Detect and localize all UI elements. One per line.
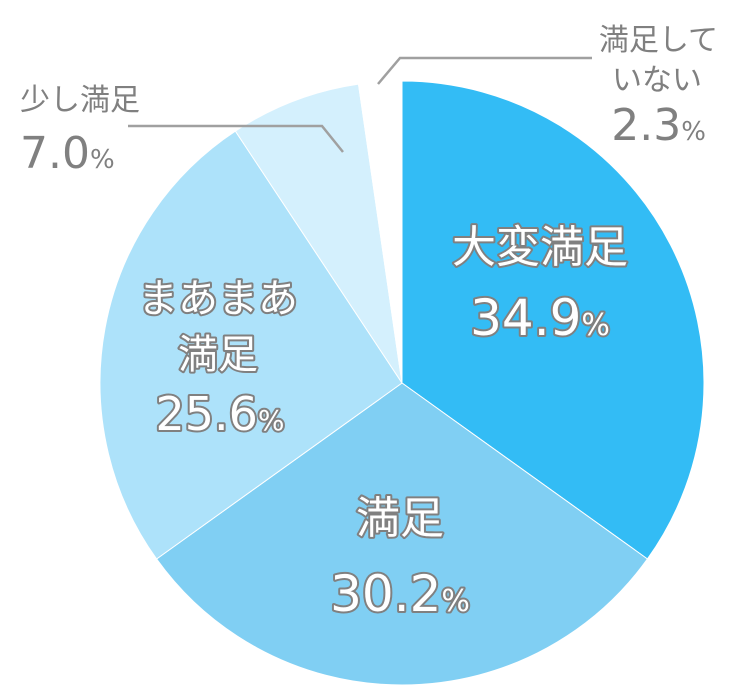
slice-name-line-1: 満足して — [599, 23, 718, 58]
pie-slices — [99, 80, 705, 686]
slice-name-line-2: 満足 — [178, 332, 258, 378]
slice-value: 2.3% — [611, 100, 706, 151]
slice-label-very-satisfied: 大変満足 34.9% — [450, 220, 630, 349]
slice-value: 25.6% — [155, 387, 284, 441]
slice-label-slightly-satisfied: 少し満足 7.0% — [20, 83, 140, 179]
leader-line-unsatisfied — [377, 56, 592, 85]
slice-label-not-satisfied: 満足して いない 2.3% — [599, 23, 718, 151]
slice-value: 7.0% — [20, 128, 115, 179]
slice-label-satisfied: 満足 30.2% — [328, 491, 472, 625]
leader-line-slight — [128, 124, 344, 153]
slice-label-fairly-satisfied: まあまあ 満足 25.6% — [136, 274, 300, 443]
slice-name-line-2: いない — [612, 63, 702, 98]
slice-name: 満足 — [356, 493, 444, 544]
pie-slice-very-satisfied — [401, 80, 705, 560]
leader-lines — [128, 56, 592, 153]
slice-value: 34.9% — [470, 289, 610, 347]
slice-value: 30.2% — [330, 565, 470, 623]
pie-slice-satisfied — [155, 382, 649, 686]
slice-name-line-1: まあまあ — [138, 276, 298, 322]
slice-name: 大変満足 — [452, 222, 628, 273]
slice-name: 少し満足 — [20, 83, 140, 118]
pie-slice-fairly-satisfied — [99, 130, 403, 560]
pie-slice-slightly-satisfied — [234, 83, 403, 384]
